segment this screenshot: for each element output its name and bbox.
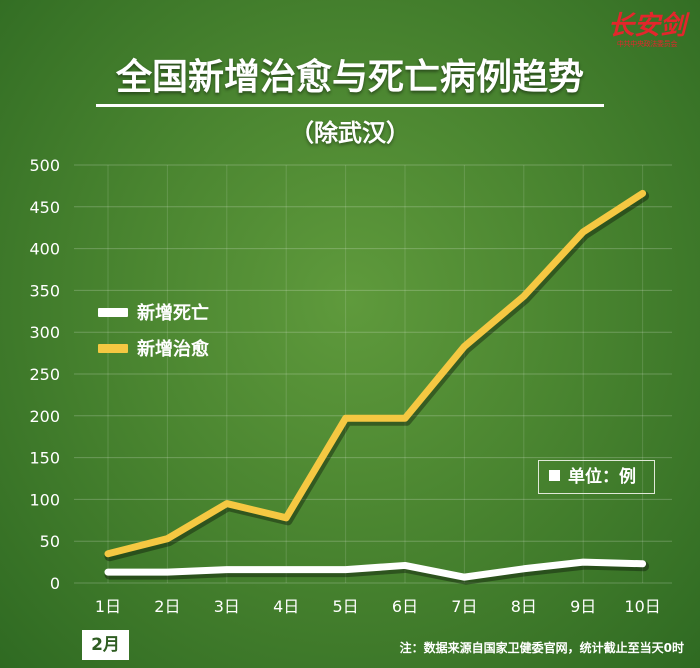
- legend-swatch: [98, 308, 128, 317]
- month-label: 2月: [82, 630, 129, 660]
- x-tick-label: 9日: [570, 597, 596, 616]
- logo-wordmark: 长安剑: [608, 11, 687, 41]
- x-tick-label: 6日: [392, 597, 418, 616]
- x-tick-label: 2日: [154, 597, 180, 616]
- x-tick-label: 4日: [273, 597, 299, 616]
- y-tick-label: 500: [29, 156, 60, 175]
- x-tick-label: 5日: [333, 597, 359, 616]
- x-tick-label: 1日: [95, 597, 121, 616]
- series-line-deaths: [104, 558, 647, 581]
- y-tick-label: 100: [29, 490, 60, 509]
- logo: 长安剑 中共中央政法委员会: [608, 12, 686, 49]
- y-tick-label: 150: [29, 449, 60, 468]
- y-tick-label: 300: [29, 323, 60, 342]
- y-tick-label: 350: [29, 281, 60, 300]
- unit-square-icon: [549, 470, 560, 481]
- x-tick-label: 3日: [214, 597, 240, 616]
- y-tick-label: 450: [29, 198, 60, 217]
- x-axis-ticks: 1日 2日 3日 4日 5日 6日 7日 8日 9日 10日: [95, 597, 661, 616]
- legend-swatch: [98, 344, 128, 353]
- y-tick-label: 400: [29, 240, 60, 259]
- unit-label: 单位：例: [568, 467, 636, 487]
- y-tick-label: 200: [29, 407, 60, 426]
- chart-title: 全国新增治愈与死亡病例趋势: [115, 57, 584, 98]
- x-tick-label: 8日: [511, 597, 537, 616]
- series-layer: [104, 189, 650, 585]
- y-tick-label: 50: [40, 532, 60, 551]
- legend-label: 新增死亡: [137, 302, 209, 324]
- unit-label-box: 单位：例: [538, 460, 655, 494]
- logo-subtitle: 中共中央政法委员会: [616, 40, 678, 48]
- y-tick-label: 250: [29, 365, 60, 384]
- source-note: 注：数据来源自国家卫健委官网，统计截止至当天0时: [399, 641, 684, 655]
- grid-layer: [74, 164, 672, 584]
- x-tick-label: 7日: [451, 597, 477, 616]
- title-underline: [96, 104, 604, 107]
- y-axis-ticks: 0 50 100 150 200 250 300 350 400 450 500: [29, 156, 60, 593]
- x-tick-label: 10日: [624, 597, 660, 616]
- chart-subtitle: （除武汉）: [290, 119, 410, 147]
- y-tick-label: 0: [50, 574, 60, 593]
- legend-label: 新增治愈: [137, 338, 210, 360]
- series-line-recoveries: [104, 189, 647, 558]
